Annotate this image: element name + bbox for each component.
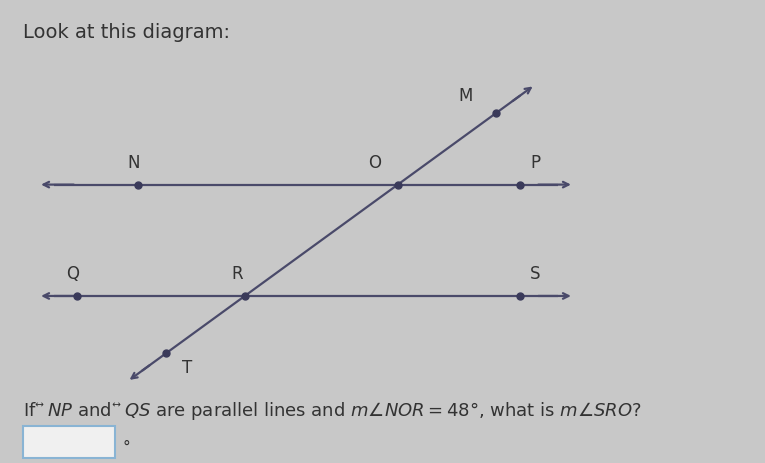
Text: T: T — [182, 358, 192, 376]
Text: O: O — [369, 153, 381, 171]
Text: N: N — [128, 153, 140, 171]
Text: S: S — [530, 264, 541, 282]
Text: M: M — [458, 87, 473, 105]
Text: P: P — [530, 153, 541, 171]
Text: Look at this diagram:: Look at this diagram: — [23, 23, 230, 42]
Text: °: ° — [122, 439, 130, 454]
Text: R: R — [231, 264, 243, 282]
FancyBboxPatch shape — [23, 426, 115, 458]
Text: Q: Q — [67, 264, 79, 282]
Text: If $\overleftrightarrow{NP}$ and $\overleftrightarrow{QS}$ are parallel lines an: If $\overleftrightarrow{NP}$ and $\overl… — [23, 400, 642, 421]
